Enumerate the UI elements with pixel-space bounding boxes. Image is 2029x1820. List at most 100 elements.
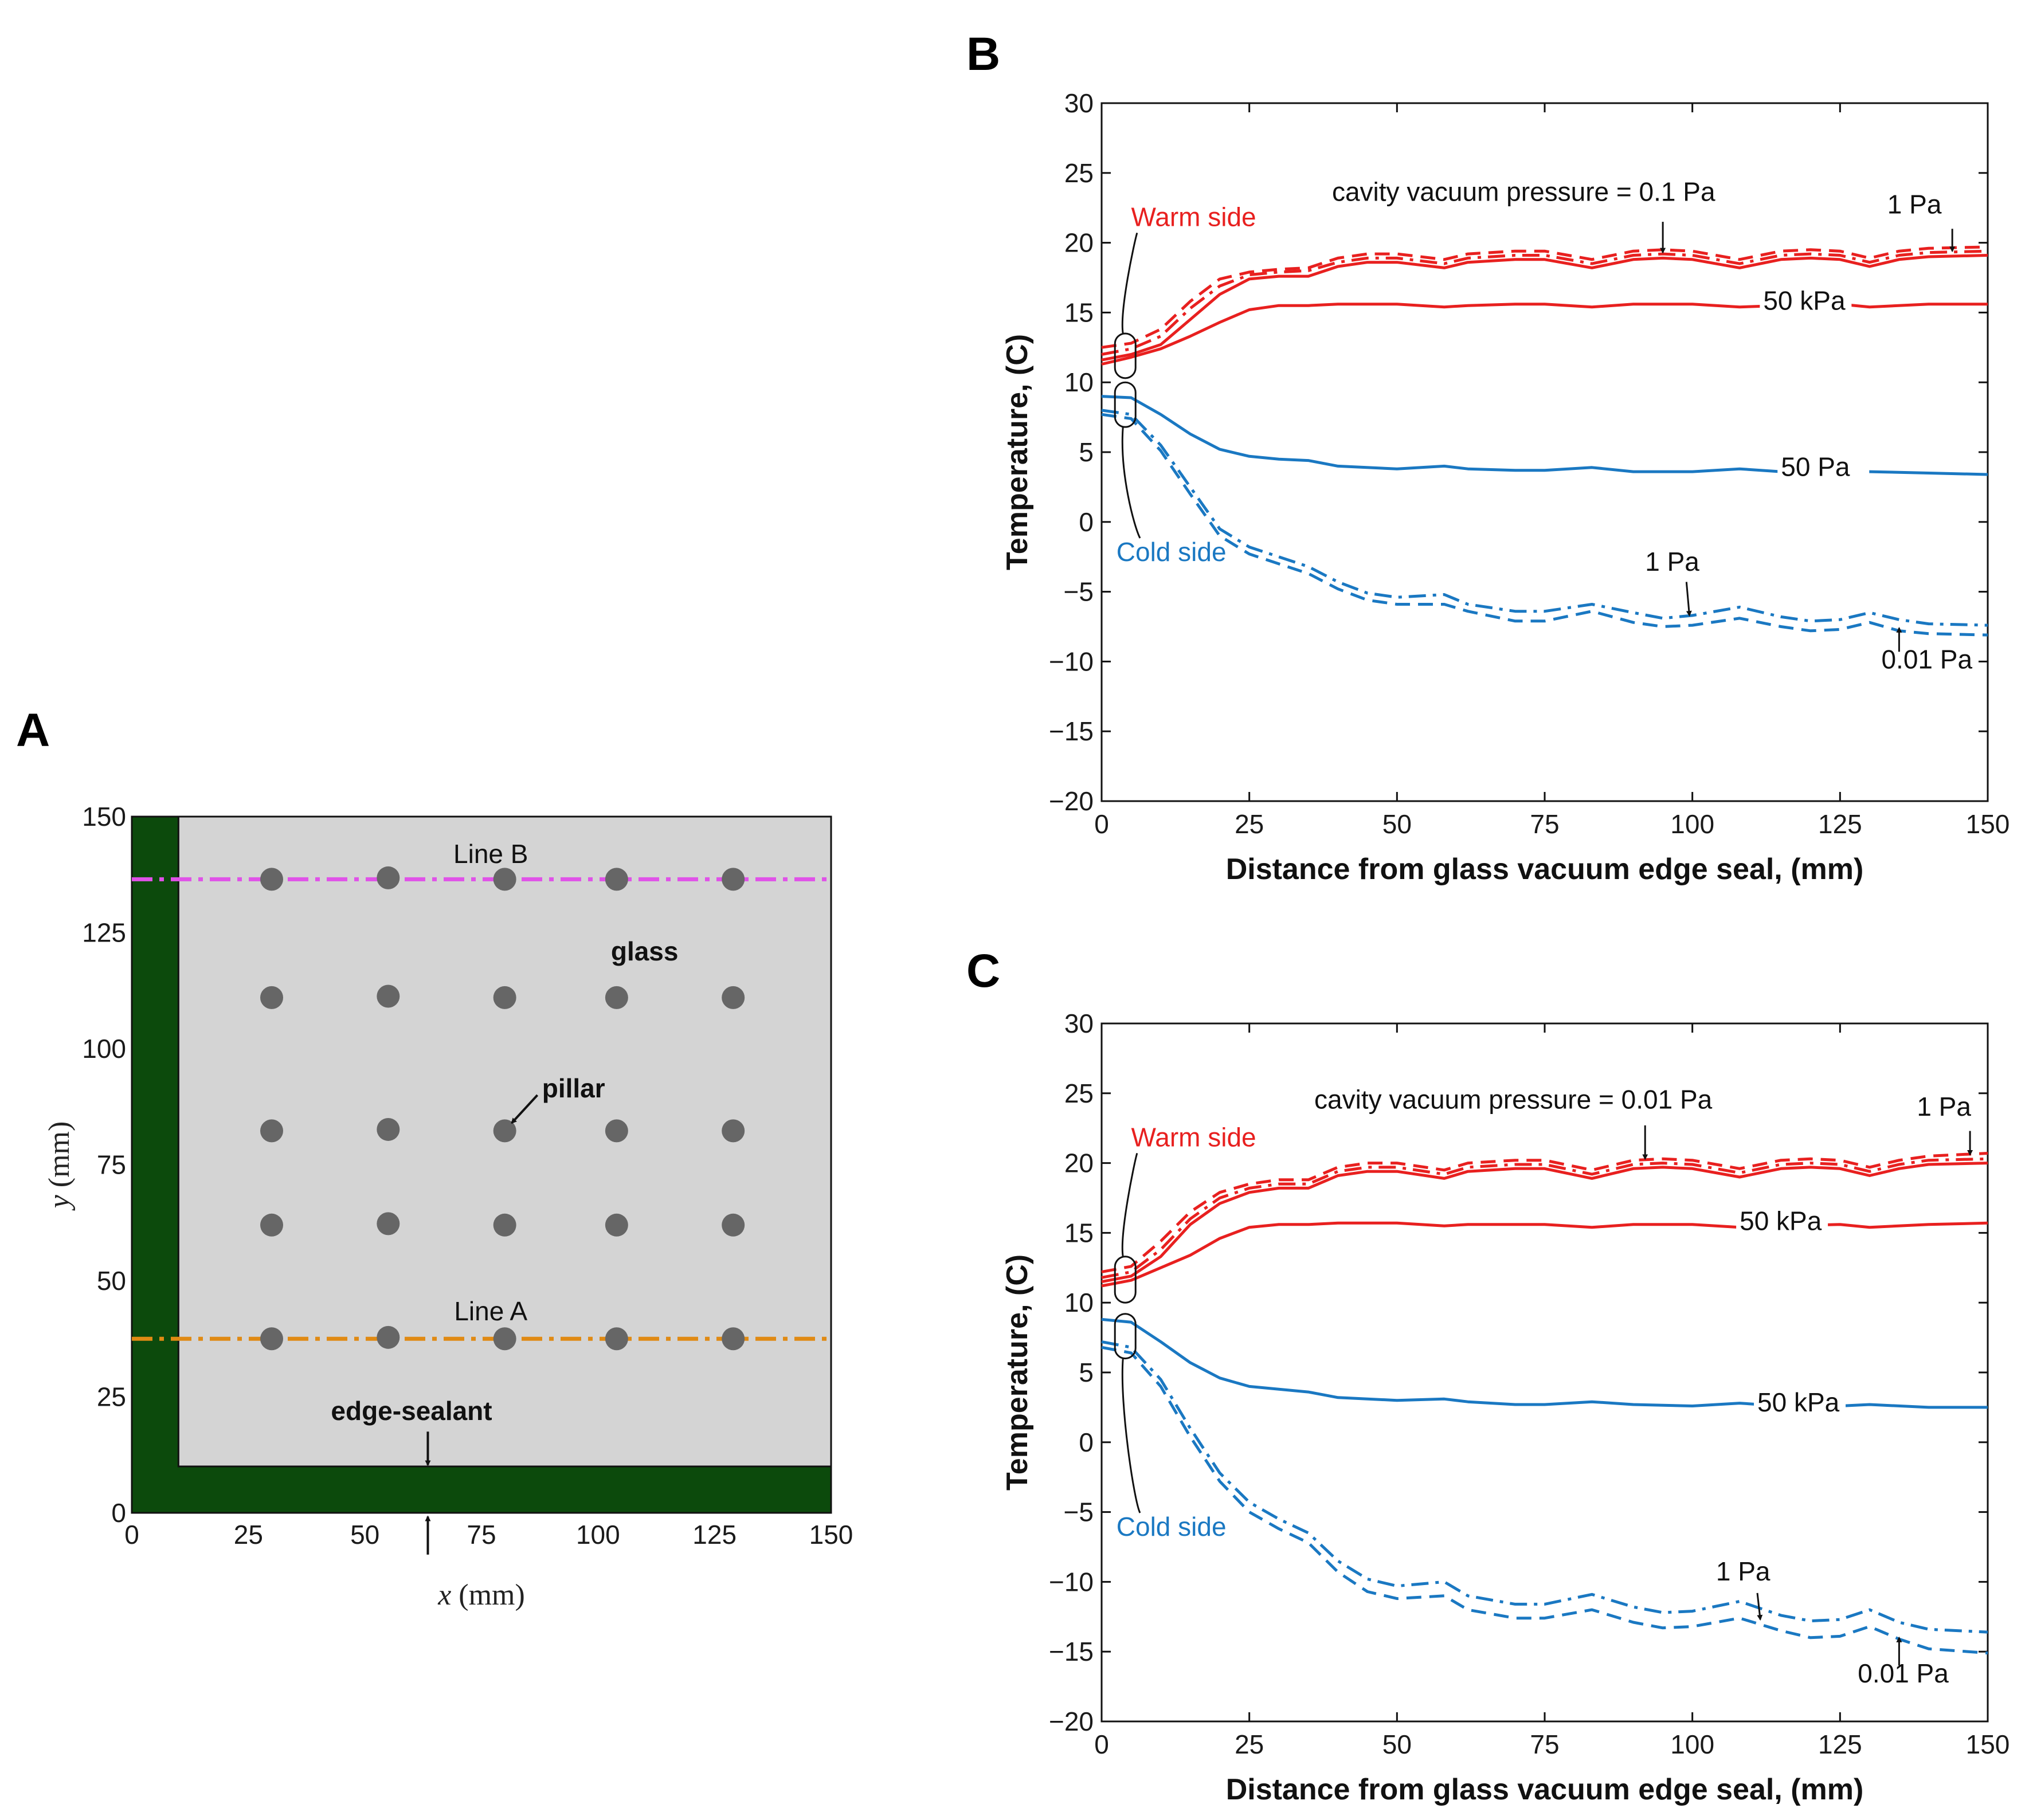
pillar-dot [605, 1327, 628, 1351]
pillar-dot [377, 866, 400, 889]
x-tick-label: 100 [1670, 809, 1714, 839]
x-tick-label: 125 [1818, 1729, 1862, 1759]
cold-1pa-arrow [1756, 1592, 1763, 1621]
cold-50-label-bg [1754, 1387, 1846, 1418]
x-tick-label: 0 [124, 1520, 139, 1550]
pillar-dot [722, 986, 745, 1009]
x-tick-label: 150 [1966, 1729, 2010, 1759]
x-tick-label: 50 [1382, 1729, 1412, 1759]
x-tick-label: 25 [1235, 809, 1264, 839]
line-b-label: Line B [453, 839, 528, 869]
x-tick-label: 50 [1382, 809, 1412, 839]
cold-001-label: 0.01 Pa [1858, 1658, 1949, 1688]
series-line-warm-solid [1101, 303, 1988, 366]
pillar-dot [493, 1213, 516, 1237]
y-tick-label: 75 [97, 1150, 126, 1180]
series-line-warm-solid [1101, 1162, 1988, 1284]
series-line-cold-dashed [1101, 413, 1988, 637]
y-tick-label: 0 [1079, 1427, 1094, 1457]
x-tick-label: 75 [467, 1520, 496, 1550]
warm-50-label-bg [1736, 1206, 1828, 1236]
pillar-label: pillar [542, 1073, 605, 1103]
y-tick-label: 15 [1064, 297, 1094, 327]
series-line-warm-dashdot [1101, 249, 1988, 356]
x-tick-label: 150 [809, 1520, 853, 1550]
pillar-dot [722, 1213, 745, 1237]
pressure-title: cavity vacuum pressure = 0.01 Pa [1314, 1085, 1713, 1115]
x-tick-label: 100 [1670, 1729, 1714, 1759]
y-tick-label: 30 [1064, 1009, 1094, 1038]
x-axis-label: Distance from glass vacuum edge seal, (m… [1226, 1773, 1864, 1806]
pillar-dot [377, 1117, 400, 1141]
series-line-cold-solid [1101, 1317, 1988, 1409]
x-tick-label: 150 [1966, 809, 2010, 839]
x-tick-label: 25 [234, 1520, 263, 1550]
warm-1pa-label: 1 Pa [1917, 1092, 1971, 1121]
pillar-dot [722, 868, 745, 891]
warm-1pa-label: 1 Pa [1887, 189, 1942, 219]
pillar-dot [722, 1119, 745, 1143]
y-tick-label: −5 [1064, 577, 1094, 607]
y-tick-label: 10 [1064, 367, 1094, 397]
cold-50-label: 50 Pa [1781, 452, 1850, 481]
series-line-cold-dashed [1101, 1346, 1988, 1655]
x-tick-label: 125 [692, 1520, 737, 1550]
plot-c: 0 25 50 75 100 125 150 −20 −15 −10 −5 0 5 10 15 20 25 30 D… [1001, 1009, 2010, 1806]
panel-label-a: A [16, 704, 50, 756]
y-tick-label: 25 [1064, 1078, 1094, 1108]
plot-b: 0 25 50 75 100 125 150 −20 −15 −10 −5 0 5 10 15 20 25 30 D… [1001, 88, 2010, 886]
x-tick-label: 125 [1818, 809, 1862, 839]
x-tick-label: 75 [1530, 1729, 1559, 1759]
y-tick-label: 150 [82, 802, 126, 831]
y-tick-label: 0 [1079, 507, 1094, 537]
x-tick-label: 0 [1094, 809, 1109, 839]
cold-50-label: 50 kPa [1757, 1387, 1840, 1417]
y-tick-label: 10 [1064, 1288, 1094, 1317]
cold-side-label: Cold side [1117, 1512, 1227, 1541]
cold-side-leader [1121, 1358, 1141, 1513]
axis-ticks-a: 0 25 50 75 100 125 150 0 25 50 75 100 125 150 [82, 802, 853, 1550]
cold-side-label: Cold side [1117, 537, 1227, 567]
y-tick-label: −20 [1049, 786, 1094, 816]
warm-50-label: 50 kPa [1740, 1206, 1822, 1236]
series-line-warm-solid [1101, 254, 1988, 362]
y-tick-label: 5 [1079, 1358, 1094, 1387]
cold-group-marker [1114, 381, 1137, 428]
y-tick-label: 100 [82, 1034, 126, 1064]
y-tick-label: 0 [111, 1498, 126, 1528]
series-line-warm-solid [1101, 1221, 1988, 1288]
y-tick-label: −20 [1049, 1707, 1094, 1736]
warm-50-label: 50 kPa [1763, 286, 1846, 316]
pillar-dot [605, 868, 628, 891]
cold-001-label: 0.01 Pa [1881, 645, 1972, 674]
pillar-dot [260, 868, 283, 891]
pillar-dot [260, 986, 283, 1009]
pillar-dot [605, 1213, 628, 1237]
pillar-dot [493, 1119, 516, 1143]
x-tick-label: 100 [576, 1520, 620, 1550]
glass-label: glass [611, 936, 679, 966]
pillar-dot [605, 1119, 628, 1143]
x-axis-unit: (mm) [459, 1579, 525, 1611]
cold-group-marker [1114, 1313, 1137, 1360]
x-tick-label: 50 [350, 1520, 379, 1550]
y-axis-label: Temperature, (C) [1001, 1254, 1034, 1490]
pressure-title: cavity vacuum pressure = 0.1 Pa [1332, 177, 1715, 207]
warm-side-label: Warm side [1131, 1122, 1256, 1152]
y-tick-label: 125 [82, 918, 126, 948]
y-axis-label-a: y (mm) [43, 1121, 76, 1211]
y-tick-label: −5 [1064, 1497, 1094, 1527]
y-tick-label: 15 [1064, 1218, 1094, 1248]
warm-side-leader [1121, 1152, 1138, 1257]
y-axis-unit: (mm) [43, 1121, 76, 1188]
y-tick-label: 25 [97, 1382, 126, 1412]
y-tick-label: 25 [1064, 158, 1094, 188]
series-line-cold-dashdot [1101, 409, 1988, 627]
x-axis-variable: x [437, 1579, 451, 1611]
y-tick-label: 5 [1079, 437, 1094, 467]
warm-group-marker [1114, 1256, 1137, 1304]
pillar-dot [493, 868, 516, 891]
pillar-dot [722, 1327, 745, 1351]
pillar-dot [377, 984, 400, 1008]
